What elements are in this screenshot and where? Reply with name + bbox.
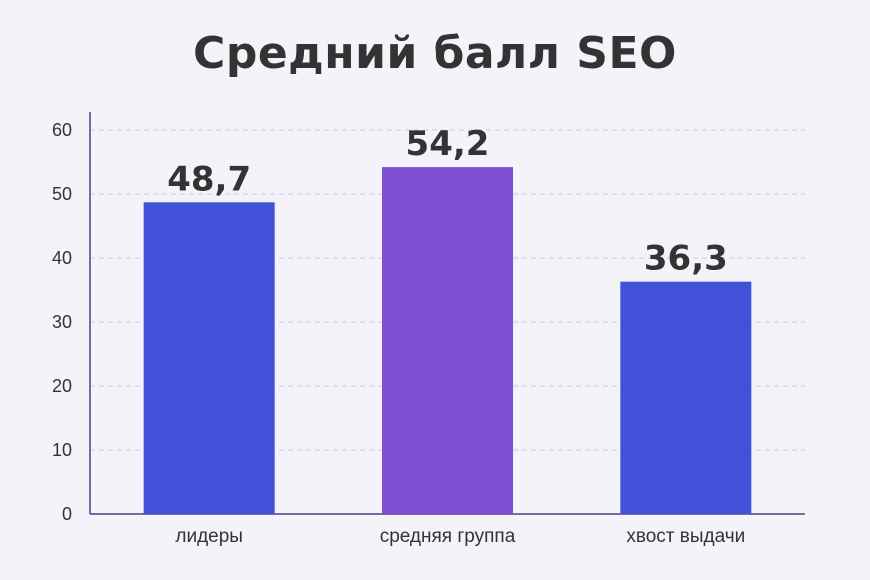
y-tick-label-20: 20 (52, 376, 72, 396)
chart-title: Средний балл SEO (193, 28, 677, 79)
bar-1 (143, 202, 275, 514)
category-label-3: хвост выдачи (626, 526, 745, 547)
y-tick-label-60: 60 (52, 120, 72, 140)
category-label-1: лидеры (175, 526, 243, 547)
bar-2 (382, 167, 513, 514)
y-tick-label-40: 40 (52, 248, 72, 268)
data-label-3: 36,3 (644, 239, 728, 279)
y-tick-label-50: 50 (52, 184, 72, 204)
data-label-1: 48,7 (167, 159, 251, 199)
y-tick-label-10: 10 (52, 440, 72, 460)
y-tick-label-30: 30 (52, 312, 72, 332)
y-tick-label-0: 0 (62, 504, 72, 524)
category-label-2: средняя группа (380, 526, 516, 547)
data-label-2: 54,2 (406, 124, 490, 164)
bar-3 (620, 281, 752, 514)
